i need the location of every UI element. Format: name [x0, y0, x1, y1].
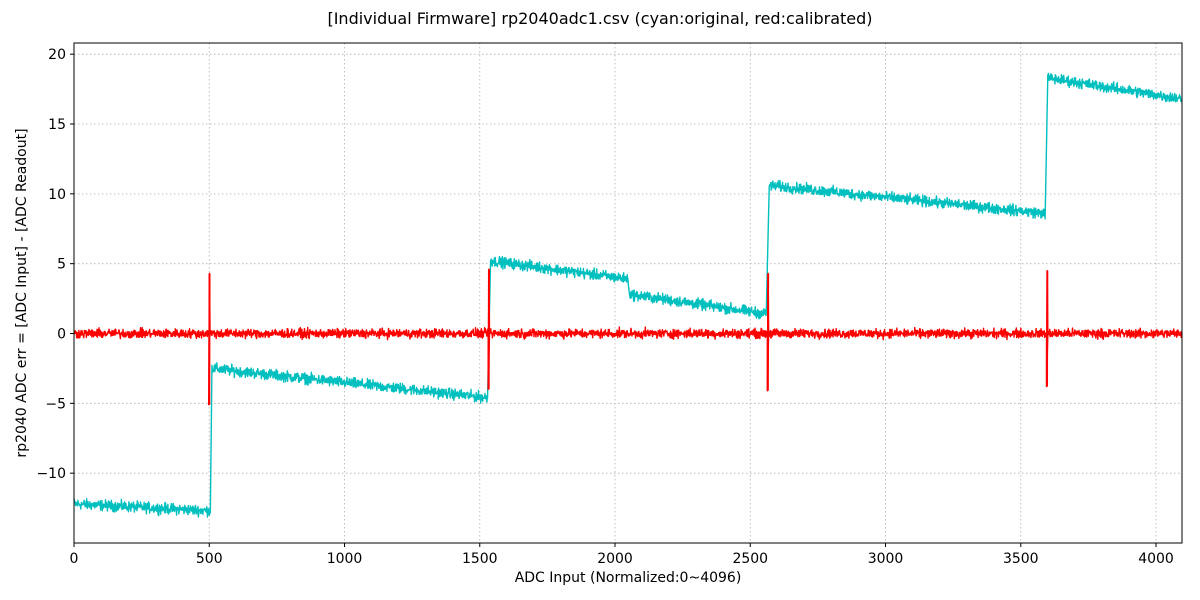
x-tick-label: 2500 — [732, 551, 768, 567]
chart-title: [Individual Firmware] rp2040adc1.csv (cy… — [327, 9, 872, 28]
plot-area — [74, 43, 1182, 543]
x-tick-label: 4000 — [1138, 551, 1174, 567]
y-tick-label: 5 — [57, 257, 66, 273]
x-tick-label: 1000 — [327, 551, 363, 567]
x-tick-label: 0 — [70, 551, 79, 567]
x-tick-label: 2000 — [597, 551, 633, 567]
series-layer — [74, 72, 1182, 518]
series-calibrated-line — [74, 268, 1182, 406]
ticks: 0 500 1000 1500 2000 2500 3000 3500 4000 −10 −5 0 5 1… — [36, 47, 1173, 567]
y-tick-label: −5 — [45, 396, 66, 412]
x-tick-label: 3000 — [868, 551, 904, 567]
plot-frame — [73, 42, 1183, 544]
y-axis-label: rp2040 ADC err = [ADC Input] - [ADC Read… — [14, 128, 30, 457]
x-axis-label: ADC Input (Normalized:0~4096) — [515, 570, 742, 586]
y-tick-label: 0 — [57, 327, 66, 343]
y-tick-label: −10 — [36, 466, 66, 482]
x-tick-label: 500 — [196, 551, 223, 567]
y-tick-label: 15 — [48, 117, 66, 133]
x-tick-label: 3500 — [1003, 551, 1039, 567]
y-tick-label: 20 — [48, 47, 66, 63]
x-tick-label: 1500 — [462, 551, 498, 567]
series-original-line — [74, 72, 1182, 518]
y-tick-label: 10 — [48, 187, 66, 203]
